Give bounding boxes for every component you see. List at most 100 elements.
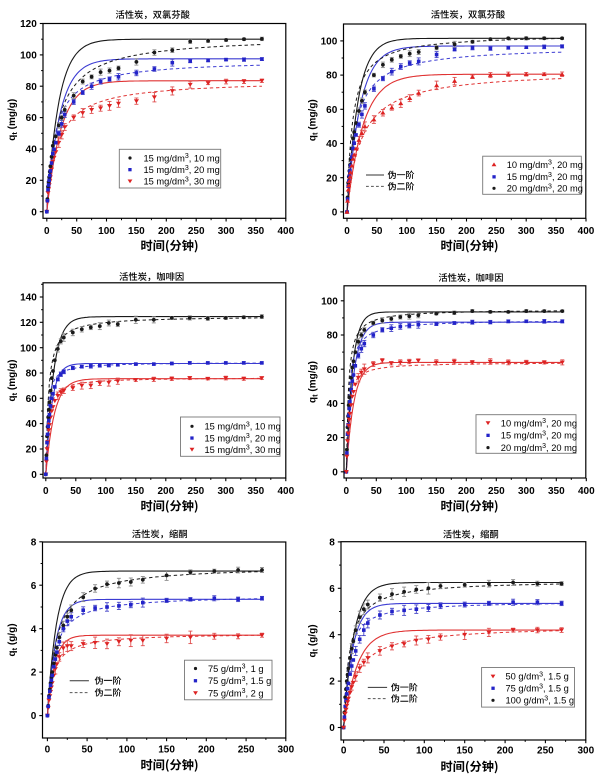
svg-text:0: 0 [31, 207, 37, 218]
svg-text:200: 200 [458, 226, 475, 237]
svg-text:40: 40 [326, 139, 338, 150]
svg-text:0: 0 [43, 486, 49, 497]
svg-text:40: 40 [327, 399, 339, 410]
svg-text:75 g/dm3, 2 g: 75 g/dm3, 2 g [208, 688, 264, 698]
svg-text:0: 0 [332, 208, 338, 219]
svg-text:qt (mg/g): qt (mg/g) [7, 360, 19, 402]
svg-text:120: 120 [20, 19, 37, 30]
svg-text:200: 200 [497, 745, 514, 756]
svg-text:15 mg/dm3, 30 mg: 15 mg/dm3, 30 mg [144, 176, 220, 186]
svg-text:75 g/dm3, 1 g: 75 g/dm3, 1 g [208, 664, 264, 674]
svg-text:50 g/dm3, 1.5 g: 50 g/dm3, 1.5 g [506, 672, 569, 682]
svg-text:100: 100 [416, 745, 433, 756]
svg-text:qt (mg/g): qt (mg/g) [308, 99, 320, 141]
svg-text:50: 50 [371, 486, 383, 497]
svg-text:qt (mg/g): qt (mg/g) [308, 361, 320, 403]
svg-text:80: 80 [26, 82, 38, 93]
svg-text:80: 80 [327, 331, 339, 342]
svg-text:150: 150 [127, 486, 144, 497]
svg-text:0: 0 [45, 745, 51, 756]
svg-text:20: 20 [26, 445, 38, 456]
svg-text:100: 100 [321, 296, 338, 307]
svg-text:20 mg/dm3, 20 mg: 20 mg/dm3, 20 mg [507, 184, 583, 194]
svg-text:60: 60 [326, 105, 338, 116]
svg-text:350: 350 [548, 486, 565, 497]
svg-text:20 mg/dm3, 20 mg: 20 mg/dm3, 20 mg [501, 443, 577, 453]
svg-text:400: 400 [578, 486, 595, 497]
svg-text:50: 50 [378, 745, 390, 756]
svg-text:200: 200 [157, 486, 174, 497]
svg-text:100: 100 [398, 226, 415, 237]
svg-text:qt (mg/g): qt (mg/g) [7, 99, 19, 141]
svg-text:250: 250 [188, 226, 205, 237]
svg-text:100: 100 [20, 51, 37, 62]
svg-text:0: 0 [332, 467, 338, 478]
svg-text:50: 50 [82, 745, 94, 756]
svg-text:400: 400 [277, 486, 294, 497]
svg-text:50: 50 [70, 486, 82, 497]
svg-text:0: 0 [31, 470, 37, 481]
svg-text:100: 100 [20, 343, 37, 354]
svg-text:300: 300 [518, 486, 535, 497]
svg-text:20: 20 [326, 173, 338, 184]
svg-text:250: 250 [187, 486, 204, 497]
svg-text:80: 80 [26, 369, 38, 380]
svg-text:0: 0 [341, 745, 347, 756]
svg-text:0: 0 [44, 226, 50, 237]
svg-text:100: 100 [97, 486, 114, 497]
svg-text:350: 350 [248, 226, 265, 237]
svg-text:40: 40 [26, 419, 38, 430]
svg-text:40: 40 [26, 145, 38, 156]
svg-text:6: 6 [31, 581, 37, 592]
svg-text:200: 200 [458, 486, 475, 497]
svg-text:10 mg/dm3, 20 mg: 10 mg/dm3, 20 mg [501, 418, 577, 428]
svg-text:80: 80 [326, 71, 338, 82]
svg-text:50: 50 [371, 226, 383, 237]
svg-text:60: 60 [327, 365, 339, 376]
svg-text:300: 300 [218, 226, 235, 237]
svg-text:75 g/dm3, 1.5 g: 75 g/dm3, 1.5 g [506, 683, 569, 693]
svg-text:250: 250 [488, 486, 505, 497]
svg-text:120: 120 [20, 318, 37, 329]
svg-text:300: 300 [518, 226, 535, 237]
svg-text:300: 300 [577, 745, 594, 756]
svg-text:0: 0 [344, 486, 350, 497]
svg-text:4: 4 [31, 624, 37, 635]
svg-text:100: 100 [98, 226, 115, 237]
svg-text:2: 2 [31, 668, 37, 679]
svg-text:15 mg/dm3, 20 mg: 15 mg/dm3, 20 mg [205, 433, 281, 443]
svg-text:15 mg/dm3, 30 mg: 15 mg/dm3, 30 mg [205, 445, 281, 455]
svg-text:20: 20 [327, 433, 339, 444]
svg-text:qt (g/g): qt (g/g) [308, 624, 320, 657]
svg-text:150: 150 [456, 745, 473, 756]
svg-text:15 mg/dm3, 20 mg: 15 mg/dm3, 20 mg [507, 172, 583, 182]
svg-text:400: 400 [277, 226, 294, 237]
svg-text:100 g/dm3, 1.5 g: 100 g/dm3, 1.5 g [506, 696, 575, 706]
svg-text:60: 60 [26, 113, 38, 124]
svg-text:0: 0 [31, 711, 37, 722]
svg-text:100: 100 [398, 486, 415, 497]
svg-text:150: 150 [428, 486, 445, 497]
svg-text:6: 6 [329, 584, 335, 595]
svg-text:350: 350 [548, 226, 565, 237]
svg-text:100: 100 [119, 745, 136, 756]
svg-text:0: 0 [344, 226, 350, 237]
svg-text:300: 300 [277, 745, 294, 756]
svg-text:15 mg/dm3, 10 mg: 15 mg/dm3, 10 mg [205, 422, 281, 432]
svg-text:300: 300 [217, 486, 234, 497]
svg-text:4: 4 [329, 630, 335, 641]
svg-text:150: 150 [128, 226, 145, 237]
svg-text:140: 140 [20, 293, 37, 304]
svg-text:8: 8 [31, 537, 37, 548]
svg-text:200: 200 [158, 226, 175, 237]
svg-text:250: 250 [488, 226, 505, 237]
svg-text:150: 150 [158, 745, 175, 756]
svg-text:15 mg/dm3, 20 mg: 15 mg/dm3, 20 mg [501, 431, 577, 441]
svg-text:150: 150 [428, 226, 445, 237]
svg-text:60: 60 [26, 394, 38, 405]
svg-text:400: 400 [578, 226, 595, 237]
svg-text:250: 250 [537, 745, 554, 756]
svg-text:200: 200 [198, 745, 215, 756]
svg-text:8: 8 [329, 538, 335, 549]
svg-text:0: 0 [329, 723, 335, 734]
